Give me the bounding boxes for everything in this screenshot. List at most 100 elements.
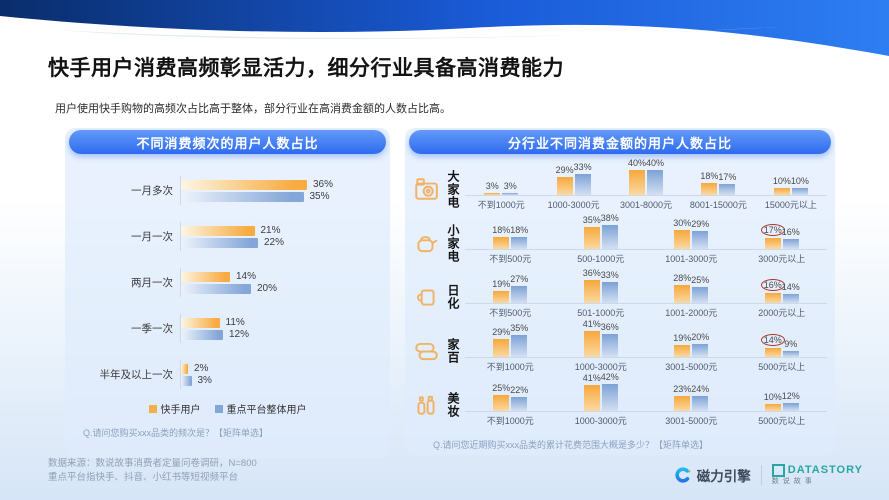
column-value: 38% [600,212,619,223]
freq-bar-value: 2% [194,363,209,374]
column-value: 9% [784,338,798,349]
platform-column [692,230,709,249]
kuaishou-bar [181,179,307,190]
platform-column [782,293,799,303]
industry-label: 家百 [446,338,460,364]
cosmetics-icon [411,392,441,418]
industry-row: 美妆 25% 22% 不到1000元 41% 42% 1000-3000元 23% 24% 300… [405,372,835,432]
column-value: 23% [673,384,692,395]
freq-category-label: 两月一次 [131,277,173,289]
amount-range-label: 1001-3000元 [665,253,718,264]
industry-chart: 29% 35% 不到1000元 41% 36% 1000-3000元 19% 20% 3001-… [465,319,827,373]
platform-column [719,183,736,195]
platform-column [647,169,664,195]
amount-range-label: 8001-15000元 [689,199,747,210]
kuaishou-column [629,169,646,195]
frequency-panel: 不同消费频次的用户人数占比 一月多次 36% 35% 一月一次 21% 22% 两月一次 14… [65,128,390,458]
industry-panel: 分行业不同消费金额的用户人数占比 大家电 3% 3% 不到1000元 29% 33% 100… [405,128,835,455]
column-value: 17% [760,223,785,236]
legend-label: 重点平台整体用户 [226,405,307,416]
mug-icon [411,284,441,310]
platform-column [782,238,799,249]
freq-bar-value: 12% [229,329,250,340]
column-value: 30% [673,217,692,228]
column-value: 14% [760,333,785,346]
freq-footnote: Q.请问您购买xxx品类的频次是？【矩阵单选】 [83,428,269,438]
platform-column [692,287,709,303]
amount-range-label: 不到500元 [489,307,532,318]
frequency-chart-title: 不同消费频次的用户人数占比 [69,130,386,154]
kuaishou-column [583,280,600,303]
platform-column [692,344,709,357]
page-subtitle: 用户使用快手购物的高频次占比高于整体，部分行业在高消费金额的人数占比高。 [55,103,451,115]
amount-range-label: 1000-3000元 [547,199,600,210]
industry-chart: 25% 22% 不到1000元 41% 42% 1000-3000元 23% 24% 3001-… [465,372,827,427]
column-value: 3% [503,180,517,191]
amount-group: 14% 9% 5000元以上 [736,330,827,373]
amount-range-label: 5000元以上 [758,415,806,426]
amount-group: 41% 36% 1000-3000元 [555,319,646,373]
amount-group: 19% 20% 3001-5000元 [646,330,737,373]
kuaishou-column [764,237,781,249]
kuaishou-column [764,292,781,303]
kuaishou-column [493,395,510,411]
freq-bar-value: 22% [264,237,285,248]
column-value: 29% [492,326,511,337]
column-value: 28% [673,273,692,284]
column-value: 12% [781,391,800,402]
amount-group: 30% 29% 1001-3000元 [646,218,737,265]
platform-column [692,395,709,411]
industry-row: 日化 19% 27% 不到500元 36% 33% 501-1000元 28% 25% 1001-… [405,268,835,324]
platform-column [782,350,799,357]
platform-column [511,396,528,411]
amount-range-label: 3001-8000元 [619,199,673,210]
amount-group: 36% 33% 501-1000元 [555,268,646,319]
amount-group: 19% 27% 不到500元 [465,274,556,319]
platform-column [601,334,618,357]
footer-logos: 磁力引擎 DATASTORY 数说故事 [674,464,863,486]
column-value: 16% [781,226,800,237]
logo-separator [760,464,762,485]
cili-engine-logo: 磁力引擎 [674,465,751,485]
legend-item: 重点平台整体用户 [214,401,307,416]
platform-column [601,224,618,249]
amount-range-label: 不到1000元 [486,415,534,426]
platform-bar [181,283,251,294]
freq-category-label: 一月一次 [131,231,173,243]
column-value: 40% [628,157,647,168]
freq-category-label: 一季一次 [131,323,173,335]
column-value: 25% [691,275,710,285]
data-source-line1: 数据来源：数说故事消费者定量问卷调研，N=800 [48,458,257,469]
amount-group: 23% 24% 3001-5000元 [646,384,737,427]
amount-range-label: 2000元以上 [758,307,806,318]
platform-column [601,384,618,411]
kuaishou-bar [181,225,255,236]
freq-category-label: 半年及以上一次 [99,369,174,381]
column-value: 41% [582,319,601,330]
amount-range-label: 不到500元 [489,253,532,264]
freq-bar-value: 35% [309,191,330,202]
column-value: 33% [573,162,592,173]
amount-range-label: 1000-3000元 [574,415,627,426]
column-value: 41% [582,373,601,384]
column-value: 10% [772,176,791,187]
amount-range-label: 3000元以上 [758,253,806,264]
cili-engine-label: 磁力引擎 [696,468,751,484]
cili-engine-icon [675,467,691,483]
amount-group: 17% 16% 3000元以上 [736,222,827,265]
legend-item: 快手用户 [148,401,201,416]
freq-bar-value: 3% [197,375,212,386]
column-value: 18% [700,171,719,182]
amount-range-label: 不到1000元 [486,361,534,372]
amount-range-label: 3001-5000元 [665,415,718,426]
data-source-note: 数据来源：数说故事消费者定量问卷调研，N=800 重点平台指快手、抖音、小红书等… [48,457,257,486]
amount-group: 10% 10% 15000元以上 [754,168,828,211]
column-value: 42% [600,372,619,383]
column-value: 36% [600,322,619,333]
top-wave-decoration [0,0,889,62]
amount-group: 41% 42% 1000-3000元 [555,372,646,427]
freq-bar-value: 36% [313,179,334,190]
freq-bar-value: 20% [257,283,278,294]
column-value: 19% [492,278,511,289]
